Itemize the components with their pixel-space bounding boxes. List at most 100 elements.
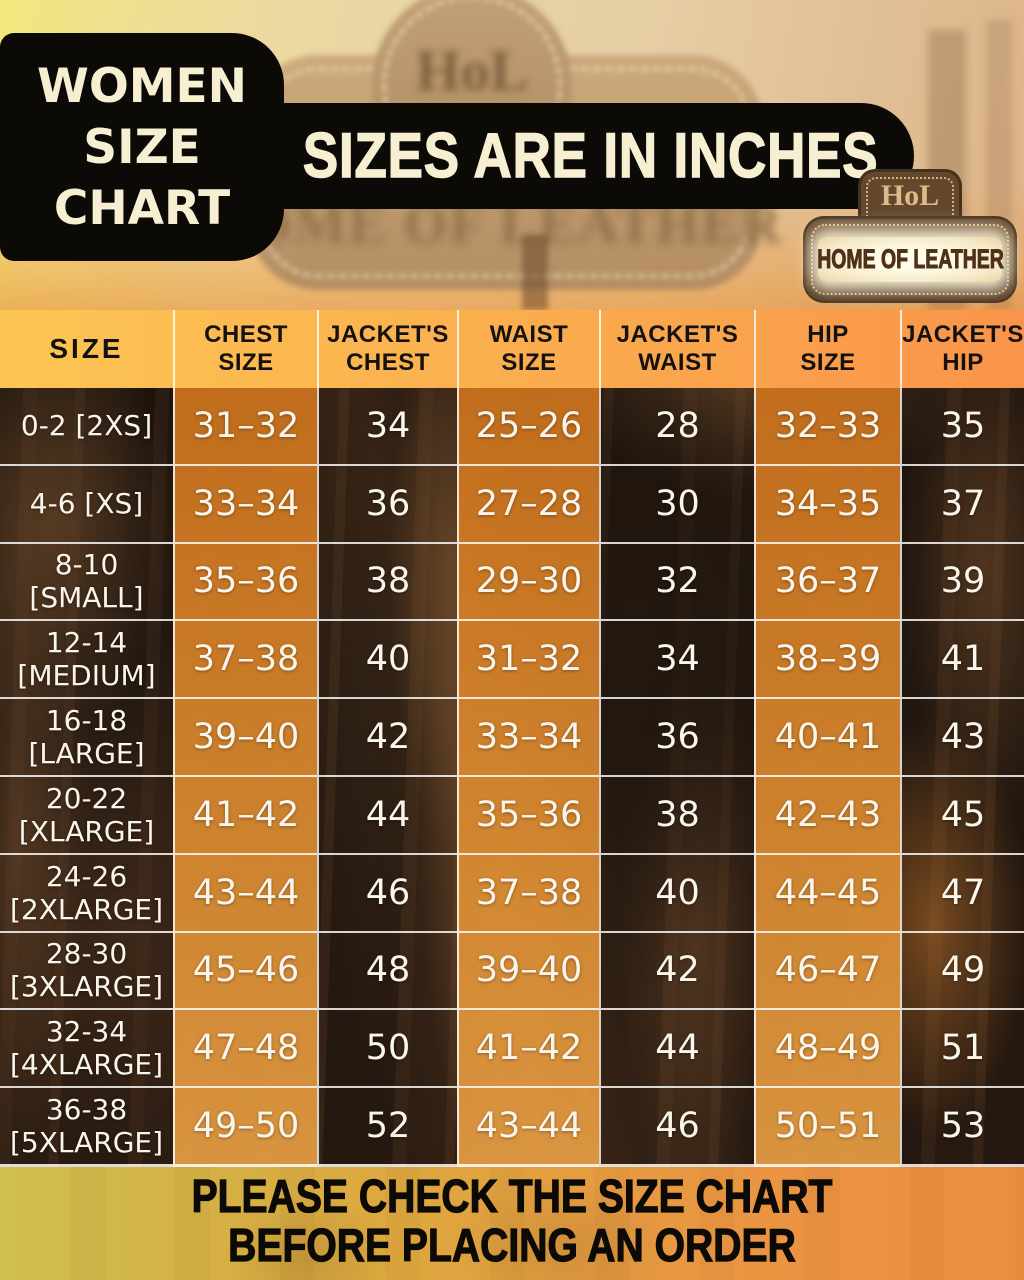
chest-size-cell: 43–44 [173, 854, 317, 931]
jackets-waist-cell: 28 [599, 388, 754, 464]
jackets-chest-cell: 52 [317, 1088, 457, 1164]
header-chest-size: CHEST SIZE [173, 310, 317, 388]
hip-size-cell: 36–37 [754, 543, 900, 620]
hip-size-cell: 50–51 [754, 1088, 900, 1164]
jackets-hip-cell: 39 [900, 543, 1024, 620]
hip-size-cell: 44–45 [754, 854, 900, 931]
header-size: SIZE [49, 333, 124, 364]
size-label-cell: 24-26 [2XLARGE] [9, 859, 164, 926]
size-label-cell: 36-38 [5XLARGE] [9, 1093, 164, 1160]
orange-column-hip [754, 310, 900, 1167]
size-label-cell: 12-14 [MEDIUM] [17, 626, 156, 693]
jackets-waist-cell: 42 [599, 932, 754, 1009]
chest-size-cell: 31–32 [173, 388, 317, 464]
chest-size-cell: 41–42 [173, 776, 317, 853]
size-label-cell: 32-34 [4XLARGE] [9, 1015, 164, 1082]
hip-size-cell: 34–35 [754, 465, 900, 542]
jackets-chest-cell: 42 [317, 699, 457, 775]
title-box: WOMEN SIZE CHART [0, 33, 284, 261]
table-row: 32-34 [4XLARGE] 47–48 50 41–42 44 48–49 5… [0, 1008, 1024, 1087]
jackets-hip-cell: 35 [900, 388, 1024, 464]
jackets-hip-cell: 45 [900, 776, 1024, 853]
footer-background [0, 1167, 1024, 1280]
header-jackets-hip: JACKET'S HIP [900, 310, 1024, 388]
waist-size-cell: 31–32 [457, 621, 599, 698]
footer-note: PLEASE CHECK THE SIZE CHART BEFORE PLACI… [0, 1170, 1024, 1271]
brand-monogram: HoL [880, 179, 940, 212]
hip-size-cell: 40–41 [754, 699, 900, 775]
waist-size-cell: 27–28 [457, 465, 599, 542]
jackets-waist-cell: 32 [599, 543, 754, 620]
jackets-waist-cell: 46 [599, 1088, 754, 1164]
jackets-hip-cell: 53 [900, 1088, 1024, 1164]
size-label-cell: 8-10 [SMALL] [29, 548, 144, 615]
header-jackets-chest: JACKET'S CHEST [317, 310, 457, 388]
size-table-body: 0-2 [2XS] 31–32 34 25–26 28 32–33 35 4-6… [0, 388, 1024, 1164]
units-banner: SIZES ARE IN INCHES [268, 103, 914, 209]
title-line: WOMEN [36, 58, 247, 114]
title-line: CHART [53, 180, 231, 236]
waist-size-cell: 25–26 [457, 388, 599, 464]
jackets-hip-cell: 41 [900, 621, 1024, 698]
waist-size-cell: 43–44 [457, 1088, 599, 1164]
hip-size-cell: 46–47 [754, 932, 900, 1009]
jackets-waist-cell: 44 [599, 1010, 754, 1087]
jackets-photo [0, 310, 1024, 1167]
chest-size-cell: 39–40 [173, 699, 317, 775]
waist-size-cell: 35–36 [457, 776, 599, 853]
jackets-waist-cell: 34 [599, 621, 754, 698]
waist-size-cell: 39–40 [457, 932, 599, 1009]
header-waist-size: WAIST SIZE [457, 310, 599, 388]
jackets-hip-cell: 51 [900, 1010, 1024, 1087]
signboard-monogram: HoL [415, 37, 529, 103]
chest-size-cell: 49–50 [173, 1088, 317, 1164]
jackets-waist-cell: 36 [599, 699, 754, 775]
jackets-chest-cell: 36 [317, 465, 457, 542]
header-hip-size: HIP SIZE [754, 310, 900, 388]
brand-badge-body: HOME OF LEATHER [806, 219, 1014, 300]
title-line: SIZE [83, 119, 201, 175]
jackets-hip-cell: 37 [900, 465, 1024, 542]
footer-note-line2: BEFORE PLACING AN ORDER [228, 1219, 797, 1271]
waist-size-cell: 33–34 [457, 699, 599, 775]
orange-column-waist [457, 310, 599, 1167]
hip-size-cell: 42–43 [754, 776, 900, 853]
size-label-cell: 20-22 [XLARGE] [18, 781, 155, 848]
table-row: 28-30 [3XLARGE] 45–46 48 39–40 42 46–47 4… [0, 930, 1024, 1009]
jackets-chest-cell: 40 [317, 621, 457, 698]
waist-size-cell: 37–38 [457, 854, 599, 931]
table-row: 0-2 [2XS] 31–32 34 25–26 28 32–33 35 [0, 388, 1024, 464]
orange-column-chest [173, 310, 317, 1167]
header-jackets-waist: JACKET'S WAIST [599, 310, 754, 388]
jackets-hip-cell: 43 [900, 699, 1024, 775]
size-label-cell: 4-6 [XS] [29, 487, 144, 521]
brand-badge-tab: HoL [861, 172, 959, 228]
table-row: 12-14 [MEDIUM] 37–38 40 31–32 34 38–39 41 [0, 619, 1024, 698]
jackets-chest-cell: 34 [317, 388, 457, 464]
table-row: 36-38 [5XLARGE] 49–50 52 43–44 46 50–51 5… [0, 1086, 1024, 1164]
footer-note-line1: PLEASE CHECK THE SIZE CHART [191, 1170, 833, 1222]
jackets-chest-cell: 44 [317, 776, 457, 853]
table-row: 20-22 [XLARGE] 41–42 44 35–36 38 42–43 45 [0, 774, 1024, 853]
size-label-cell: 28-30 [3XLARGE] [9, 937, 164, 1004]
table-row: 16-18 [LARGE] 39–40 42 33–34 36 40–41 43 [0, 697, 1024, 775]
jackets-hip-cell: 47 [900, 854, 1024, 931]
table-row: 24-26 [2XLARGE] 43–44 46 37–38 40 44–45 4… [0, 852, 1024, 931]
chest-size-cell: 35–36 [173, 543, 317, 620]
jackets-waist-cell: 40 [599, 854, 754, 931]
jackets-chest-cell: 46 [317, 854, 457, 931]
chest-size-cell: 33–34 [173, 465, 317, 542]
hip-size-cell: 32–33 [754, 388, 900, 464]
brand-badge-band: HOME OF LEATHER [816, 237, 1004, 282]
badge-stitch-border [811, 224, 1009, 295]
chest-size-cell: 45–46 [173, 932, 317, 1009]
table-row: 4-6 [XS] 33–34 36 27–28 30 34–35 37 [0, 463, 1024, 542]
units-banner-text: SIZES ARE IN INCHES [303, 120, 879, 192]
hip-size-cell: 38–39 [754, 621, 900, 698]
waist-size-cell: 29–30 [457, 543, 599, 620]
jackets-chest-cell: 48 [317, 932, 457, 1009]
jackets-chest-cell: 50 [317, 1010, 457, 1087]
chest-size-cell: 37–38 [173, 621, 317, 698]
badge-tab-stitch [866, 177, 954, 228]
